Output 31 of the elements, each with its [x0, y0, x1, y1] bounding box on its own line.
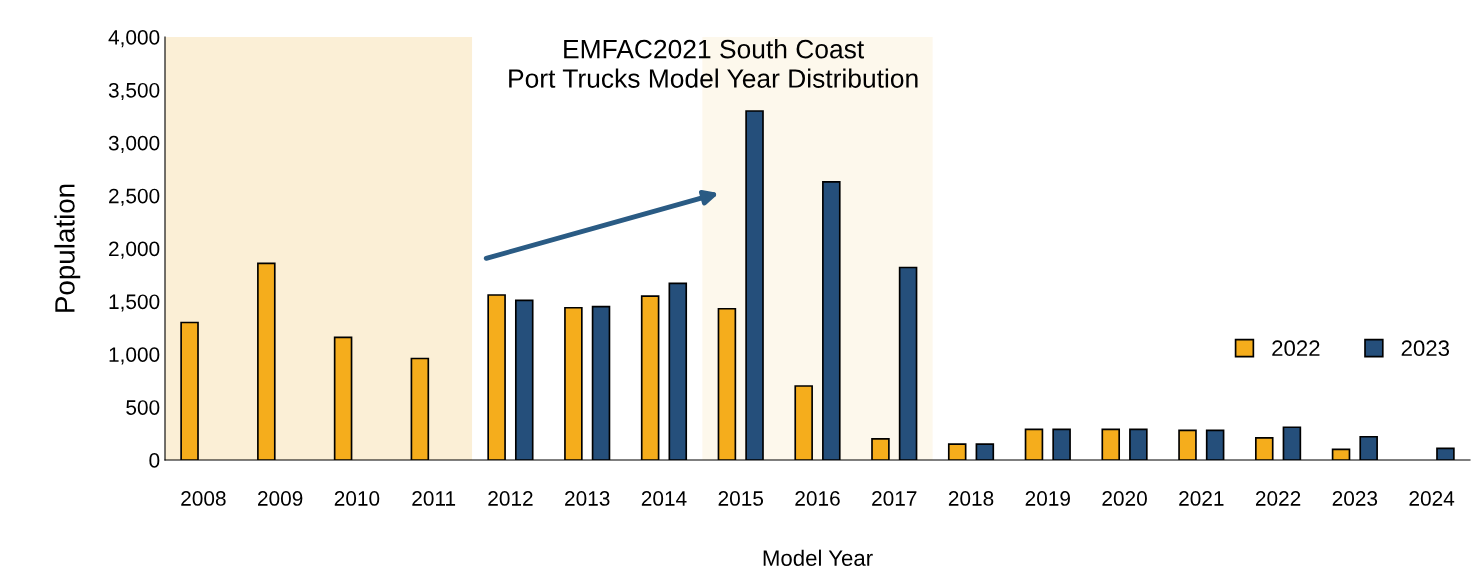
x-tick-label: 2010 — [334, 491, 380, 506]
y-tick-label: 2,000 — [109, 241, 160, 259]
y-tick-label: 1,000 — [109, 347, 160, 365]
x-tick-label: 2017 — [872, 491, 917, 506]
x-tick-label: 2023 — [1332, 491, 1378, 506]
y-tick-label: 3,500 — [108, 82, 160, 101]
x-tick-label: 2008 — [181, 491, 226, 506]
legend-label: 2022 — [1272, 340, 1320, 357]
y-tick-label: 4,000 — [108, 30, 160, 48]
x-tick-label: 2015 — [718, 491, 764, 506]
text: EMFAC2021 South Coast Port Trucks Model Year Distribution — [509, 39, 918, 88]
x-tick-label: 2016 — [795, 491, 840, 506]
x-tick-label: 2013 — [565, 491, 610, 506]
x-tick-label: 2018 — [948, 491, 994, 506]
y-tick-label: 2,500 — [109, 188, 160, 206]
x-tick-label: 2012 — [488, 491, 533, 506]
y-tick-label: 500 — [126, 400, 160, 415]
y-tick-label: 3,000 — [108, 135, 160, 153]
legend-label: 2023 — [1401, 340, 1450, 357]
x-tick-label: 2011 — [412, 491, 456, 506]
x-tick-label: 2021 — [1179, 491, 1224, 506]
x-tick-label: 2022 — [1255, 491, 1301, 506]
y-axis-title: Population — [54, 184, 81, 312]
y-tick-label: 1,500 — [109, 294, 160, 312]
x-tick-label: 2009 — [258, 491, 303, 506]
x-axis-title: Model Year — [763, 549, 873, 566]
x-tick-label: 2020 — [1102, 491, 1147, 506]
y-tick-label: 0 — [149, 453, 160, 468]
x-tick-label: 2019 — [1025, 491, 1070, 506]
x-tick-label: 2014 — [641, 491, 687, 506]
x-tick-label: 2024 — [1409, 491, 1455, 506]
